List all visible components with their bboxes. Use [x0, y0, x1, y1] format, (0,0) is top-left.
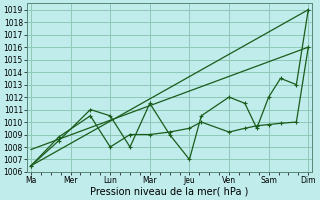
X-axis label: Pression niveau de la mer( hPa ): Pression niveau de la mer( hPa ): [91, 187, 249, 197]
